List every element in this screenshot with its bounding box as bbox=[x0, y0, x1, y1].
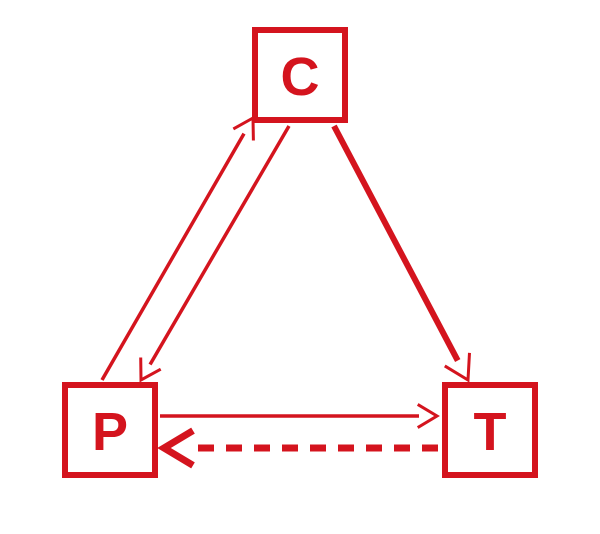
nodes-layer: C P T bbox=[65, 30, 535, 475]
cpt-diagram: C P T bbox=[0, 0, 600, 534]
node-label-P: P bbox=[92, 402, 128, 462]
node-label-C: C bbox=[281, 47, 320, 107]
node-T: T bbox=[445, 385, 535, 475]
edge-C-to-T bbox=[334, 126, 469, 380]
edge-C-to-P bbox=[141, 126, 289, 380]
node-P: P bbox=[65, 385, 155, 475]
edge-P-to-C bbox=[102, 118, 253, 380]
node-label-T: T bbox=[474, 402, 507, 462]
node-C: C bbox=[255, 30, 345, 120]
edge-T-to-P bbox=[164, 432, 438, 463]
edge-P-to-T bbox=[160, 405, 437, 427]
